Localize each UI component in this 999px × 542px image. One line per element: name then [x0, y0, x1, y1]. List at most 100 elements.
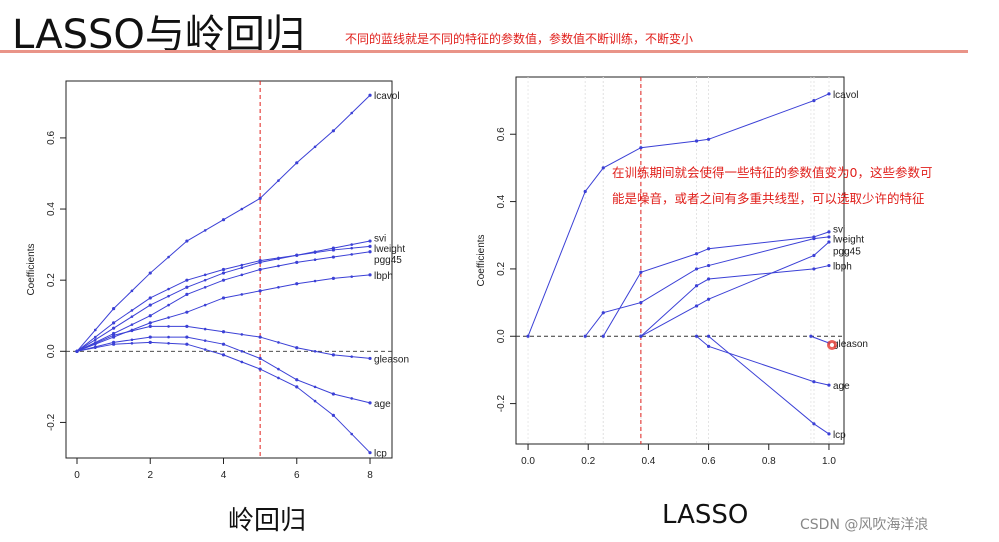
series-line-pgg45 — [640, 241, 830, 337]
data-point-age — [350, 397, 354, 400]
y-tick-label: 0.0 — [46, 344, 57, 358]
data-point-lweight — [706, 263, 711, 268]
data-point-lweight — [601, 311, 605, 315]
data-point-gleason — [203, 327, 207, 331]
plot-frame — [515, 76, 845, 445]
data-point-lbph — [368, 273, 372, 277]
data-point-lcp — [221, 353, 226, 357]
data-point-lcp — [185, 342, 189, 346]
data-point-lcavol — [368, 93, 372, 97]
lasso-chart: 0.0 0.2 0.4 0.6 0.8 1.0 -0.2 0.0 0.2 0.4 0.6 Coeffi… — [476, 76, 868, 467]
data-point-lcavol — [112, 307, 116, 311]
data-point-lweight — [221, 271, 226, 275]
data-point-lcp — [295, 385, 299, 389]
data-point-gleason — [313, 350, 317, 353]
data-point-pgg45 — [240, 273, 244, 277]
data-point-svi — [94, 335, 97, 339]
data-point-lweight — [112, 326, 116, 330]
data-point-pgg45 — [167, 303, 170, 307]
data-point-svi — [694, 252, 699, 256]
y-tick-label: 0.4 — [496, 194, 507, 208]
data-point-lcavol — [185, 239, 189, 243]
data-point-lweight — [258, 260, 262, 264]
data-point-svi — [130, 309, 134, 312]
data-point-age — [706, 344, 711, 348]
data-point-lcp — [368, 451, 372, 455]
data-point-lbph — [148, 321, 152, 325]
data-point-lweight — [277, 257, 280, 261]
series-line-svi — [602, 231, 830, 337]
x-tick-label: 8 — [367, 470, 373, 478]
data-point-pgg45 — [258, 267, 262, 272]
data-point-gleason — [130, 329, 134, 333]
series-label-age: age — [833, 381, 850, 392]
data-point-svi — [827, 230, 831, 234]
series-label-gleason: gleason — [374, 354, 409, 365]
data-point-lweight — [167, 294, 170, 298]
data-point-lweight — [694, 267, 699, 271]
data-point-gleason — [148, 324, 152, 329]
data-point-svi — [167, 287, 170, 291]
data-point-age — [368, 401, 372, 405]
data-point-lcavol — [694, 139, 699, 143]
data-point-lcavol — [706, 137, 711, 141]
title-rule — [0, 50, 968, 53]
x-tick-label: 0 — [74, 470, 80, 478]
data-point-lcavol — [240, 207, 244, 211]
data-point-gleason — [258, 335, 262, 339]
data-point-lcp — [277, 376, 280, 380]
data-point-lcavol — [167, 255, 170, 259]
data-point-lcavol — [331, 129, 335, 133]
data-point-lbph — [185, 310, 189, 314]
data-point-lweight — [130, 315, 134, 318]
series-label-gleason: gleason — [833, 339, 868, 350]
data-point-lcavol — [313, 145, 317, 149]
data-point-lcp — [258, 367, 262, 371]
data-point-lbph — [331, 276, 335, 280]
data-point-svi — [148, 296, 152, 300]
data-point-svi — [203, 273, 207, 277]
data-point-svi — [601, 334, 605, 338]
data-point-lcavol — [258, 196, 262, 200]
data-point-lweight — [148, 303, 152, 307]
data-point-lweight — [185, 285, 189, 289]
data-point-gleason — [331, 353, 335, 357]
data-point-lweight — [827, 235, 831, 239]
watermark: CSDN @风吹海洋浪 — [800, 517, 929, 533]
data-point-lbph — [812, 267, 816, 271]
data-point-pgg45 — [295, 260, 299, 264]
y-axis-label: Coefficients — [476, 234, 487, 286]
data-point-lcavol — [812, 98, 816, 103]
top-note: 不同的蓝线就是不同的特征的参数值，参数值不断训练，不断变小 — [345, 32, 694, 46]
data-point-lcp — [331, 413, 335, 417]
x-tick-label: 2 — [147, 470, 153, 478]
x-tick-label: 0.0 — [521, 456, 535, 467]
data-point-lbph — [277, 285, 280, 289]
x-tick-label: 6 — [294, 470, 300, 478]
data-point-svi — [350, 243, 354, 246]
series-line-lweight — [584, 236, 830, 337]
y-axis-label: Coefficients — [26, 243, 37, 295]
data-point-lbph — [258, 289, 262, 293]
side-note-line-1: 在训练期间就会使得一些特征的参数值变为0，这些参数可 — [612, 165, 933, 180]
data-point-lcavol — [130, 289, 134, 293]
data-point-lcp — [130, 341, 134, 345]
data-point-lweight — [639, 300, 643, 305]
data-point-lbph — [694, 284, 699, 288]
data-point-lcavol — [148, 271, 152, 275]
data-point-age — [148, 335, 152, 339]
data-point-lweight — [350, 246, 354, 250]
series-label-lcavol: lcavol — [833, 90, 859, 101]
x-tick-label: 1.0 — [822, 456, 836, 467]
data-point-lcavol — [94, 328, 97, 332]
data-point-lbph — [240, 293, 244, 296]
series-label-pgg45: pgg45 — [833, 246, 861, 257]
data-point-lweight — [368, 244, 372, 248]
side-note: 在训练期间就会使得一些特征的参数值变为0，这些参数可 能是噪音，或者之间有多重共… — [612, 160, 999, 212]
y-tick-label: 0.6 — [46, 131, 57, 145]
data-point-pgg45 — [350, 253, 354, 256]
cursor-marker-center — [830, 343, 834, 347]
data-point-gleason — [167, 325, 170, 328]
data-point-lcavol — [295, 161, 299, 165]
data-point-lcp — [706, 334, 711, 338]
